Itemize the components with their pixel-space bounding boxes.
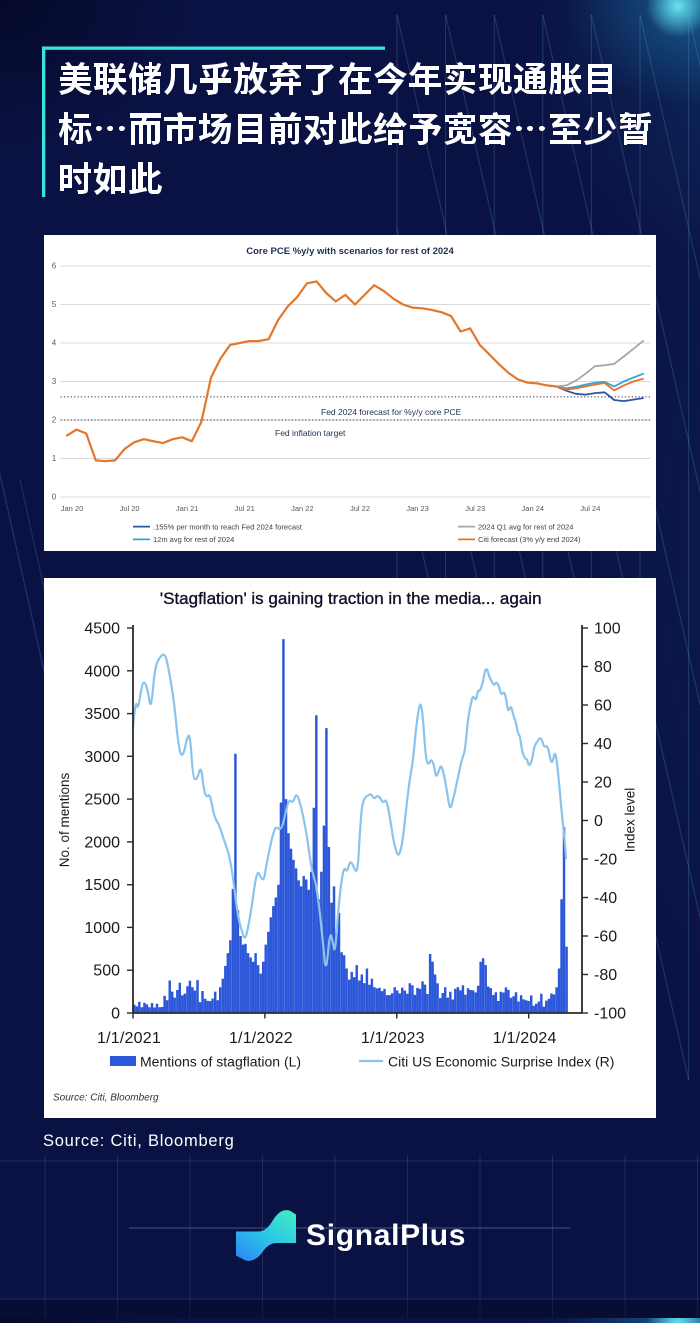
- svg-text:1/1/2024: 1/1/2024: [493, 1030, 557, 1047]
- svg-text:Jul 24: Jul 24: [580, 504, 600, 513]
- svg-text:1/1/2021: 1/1/2021: [97, 1030, 161, 1047]
- svg-text:4: 4: [52, 339, 57, 348]
- svg-text:80: 80: [594, 659, 612, 676]
- svg-text:40: 40: [594, 736, 612, 753]
- svg-text:.155% per month to reach Fed 2: .155% per month to reach Fed 2024 foreca…: [153, 522, 303, 531]
- svg-text:Jul 21: Jul 21: [235, 504, 255, 513]
- svg-text:0: 0: [594, 813, 603, 830]
- svg-text:6: 6: [52, 262, 57, 271]
- svg-text:-100: -100: [594, 1006, 626, 1023]
- svg-text:Mentions of stagflation (L): Mentions of stagflation (L): [140, 1054, 301, 1070]
- svg-text:1: 1: [52, 454, 57, 463]
- svg-text:Jan 20: Jan 20: [61, 504, 84, 513]
- svg-text:-60: -60: [594, 929, 617, 946]
- svg-text:Index level: Index level: [623, 788, 638, 853]
- svg-text:1/1/2023: 1/1/2023: [361, 1030, 425, 1047]
- svg-text:Jan 23: Jan 23: [406, 504, 429, 513]
- svg-text:Citi forecast (3% y/y end 2024: Citi forecast (3% y/y end 2024): [478, 535, 581, 544]
- svg-text:Jan 21: Jan 21: [176, 504, 199, 513]
- svg-text:2000: 2000: [84, 834, 120, 851]
- svg-text:No. of mentions: No. of mentions: [57, 772, 72, 867]
- svg-text:3500: 3500: [84, 706, 120, 723]
- svg-text:-40: -40: [594, 890, 617, 907]
- svg-text:2500: 2500: [84, 792, 120, 809]
- svg-text:1000: 1000: [84, 920, 120, 937]
- svg-text:60: 60: [594, 698, 612, 715]
- svg-text:'Stagflation' is gaining tract: 'Stagflation' is gaining traction in the…: [160, 589, 542, 608]
- svg-text:Core PCE %y/y with scenarios f: Core PCE %y/y with scenarios for rest of…: [246, 246, 454, 257]
- svg-text:0: 0: [52, 493, 57, 502]
- svg-text:100: 100: [594, 621, 621, 638]
- svg-text:Jul 23: Jul 23: [465, 504, 485, 513]
- svg-text:4500: 4500: [84, 621, 120, 638]
- svg-text:Jan 24: Jan 24: [522, 504, 545, 513]
- svg-text:500: 500: [93, 963, 120, 980]
- svg-text:Jan 22: Jan 22: [291, 504, 314, 513]
- svg-text:-80: -80: [594, 967, 617, 984]
- svg-text:3000: 3000: [84, 749, 120, 766]
- svg-text:1500: 1500: [84, 877, 120, 894]
- svg-text:Source: Citi, Bloomberg: Source: Citi, Bloomberg: [53, 1093, 159, 1104]
- svg-text:Fed inflation target: Fed inflation target: [275, 428, 346, 438]
- svg-text:Jul 22: Jul 22: [350, 504, 370, 513]
- svg-text:5: 5: [52, 300, 57, 309]
- svg-text:2: 2: [52, 416, 57, 425]
- svg-text:4000: 4000: [84, 663, 120, 680]
- svg-text:-20: -20: [594, 852, 617, 869]
- svg-text:2024 Q1 avg for rest of 2024: 2024 Q1 avg for rest of 2024: [478, 522, 573, 531]
- svg-text:Citi US Economic Surprise Inde: Citi US Economic Surprise Index (R): [388, 1054, 614, 1070]
- svg-text:20: 20: [594, 775, 612, 792]
- svg-text:Jul 20: Jul 20: [120, 504, 140, 513]
- svg-text:Fed 2024 forecast for %y/y cor: Fed 2024 forecast for %y/y core PCE: [321, 407, 462, 417]
- svg-text:12m avg for rest of 2024: 12m avg for rest of 2024: [153, 535, 234, 544]
- svg-text:3: 3: [52, 377, 57, 386]
- svg-text:0: 0: [111, 1006, 120, 1023]
- svg-text:1/1/2022: 1/1/2022: [229, 1030, 293, 1047]
